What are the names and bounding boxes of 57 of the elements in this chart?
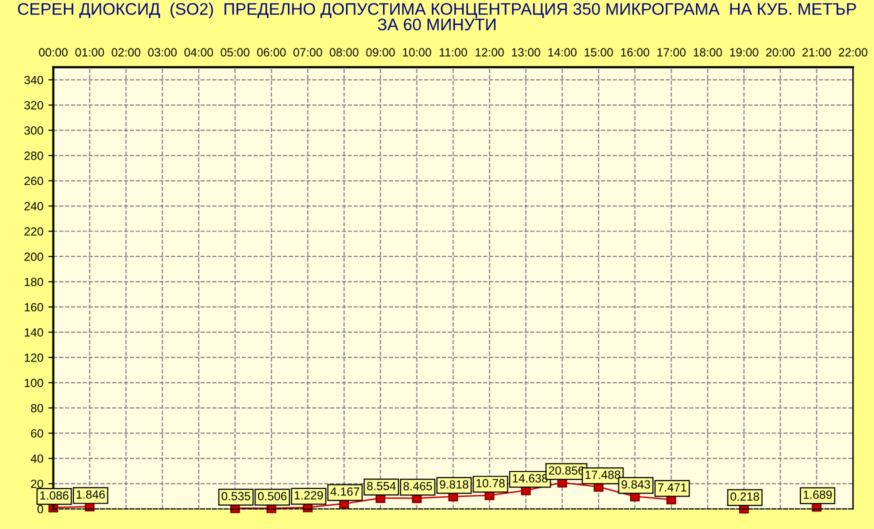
y-tick-label: 320 <box>24 101 44 110</box>
x-tick-label: 04:00 <box>184 48 214 57</box>
data-label: 9.818 <box>440 480 468 489</box>
x-tick-label: 00:00 <box>39 48 68 57</box>
y-tick-label: 300 <box>24 126 44 135</box>
y-tick-label: 180 <box>24 278 44 286</box>
data-label: 10.78 <box>476 479 505 488</box>
x-tick-label: 18:00 <box>694 48 722 57</box>
x-tick-label: 16:00 <box>621 48 650 57</box>
x-tick-label: 19:00 <box>730 48 758 57</box>
x-tick-label: 01:00 <box>75 48 104 57</box>
x-tick-label: 17:00 <box>657 48 686 57</box>
y-tick-label: 200 <box>24 252 44 261</box>
data-label: 1.689 <box>804 490 832 499</box>
data-label: 1.229 <box>294 491 323 500</box>
x-tick-label: 09:00 <box>366 48 395 57</box>
x-tick-label: 22:00 <box>838 48 868 57</box>
x-tick-label: 08:00 <box>330 48 358 57</box>
data-label: 8.465 <box>403 482 432 490</box>
x-tick-label: 20:00 <box>766 48 795 57</box>
x-tick-label: 12:00 <box>476 48 504 57</box>
data-label: 0.535 <box>222 492 250 500</box>
chart-title: СЕРЕН ДИОКСИД (SO2) ПРЕДЕЛНО ДОПУСТИМА КОНЦЕНТРАЦИЯ 350 МИКРОГРАМА НА КУБ. МЕТЪР ЗА 60 МИНУТИ <box>18 2 856 30</box>
y-tick-label: 160 <box>24 303 44 312</box>
x-tick-label: 05:00 <box>220 48 250 57</box>
x-tick-label: 07:00 <box>293 48 322 57</box>
x-tick-label: 11:00 <box>440 48 468 57</box>
x-tick-label: 14:00 <box>548 48 577 57</box>
y-tick-label: 260 <box>24 176 44 186</box>
y-tick-label: 40 <box>30 454 44 463</box>
y-tick-label: 340 <box>24 76 44 84</box>
y-tick-label: 100 <box>24 378 44 388</box>
x-tick-label: 15:00 <box>584 48 613 57</box>
y-tick-label: 280 <box>24 152 44 160</box>
data-label: 8.554 <box>367 482 396 490</box>
y-tick-label: 120 <box>24 353 44 362</box>
data-label: 0.218 <box>730 492 760 501</box>
x-tick-label: 10:00 <box>402 48 432 57</box>
x-tick-label: 03:00 <box>148 48 177 57</box>
y-tick-label: 60 <box>31 429 44 438</box>
y-tick-label: 220 <box>24 227 44 236</box>
y-tick-label: 240 <box>24 202 44 210</box>
data-label: 9.843 <box>622 480 650 489</box>
x-tick-label: 06:00 <box>257 48 286 57</box>
data-label: 1.086 <box>40 491 68 500</box>
data-label: 7.471 <box>658 483 686 492</box>
y-tick-label: 20 <box>31 480 44 488</box>
x-tick-label: 21:00 <box>802 48 831 57</box>
y-tick-label: 0 <box>37 504 44 514</box>
data-label: 4.167 <box>330 487 360 496</box>
y-tick-label: 140 <box>24 328 44 337</box>
data-label: 17.488 <box>586 470 620 479</box>
x-tick-label: 13:00 <box>512 48 540 57</box>
data-label: 0.506 <box>258 492 287 500</box>
y-tick-label: 80 <box>30 404 44 412</box>
x-tick-label: 02:00 <box>112 48 140 57</box>
data-label: 1.846 <box>76 490 105 499</box>
